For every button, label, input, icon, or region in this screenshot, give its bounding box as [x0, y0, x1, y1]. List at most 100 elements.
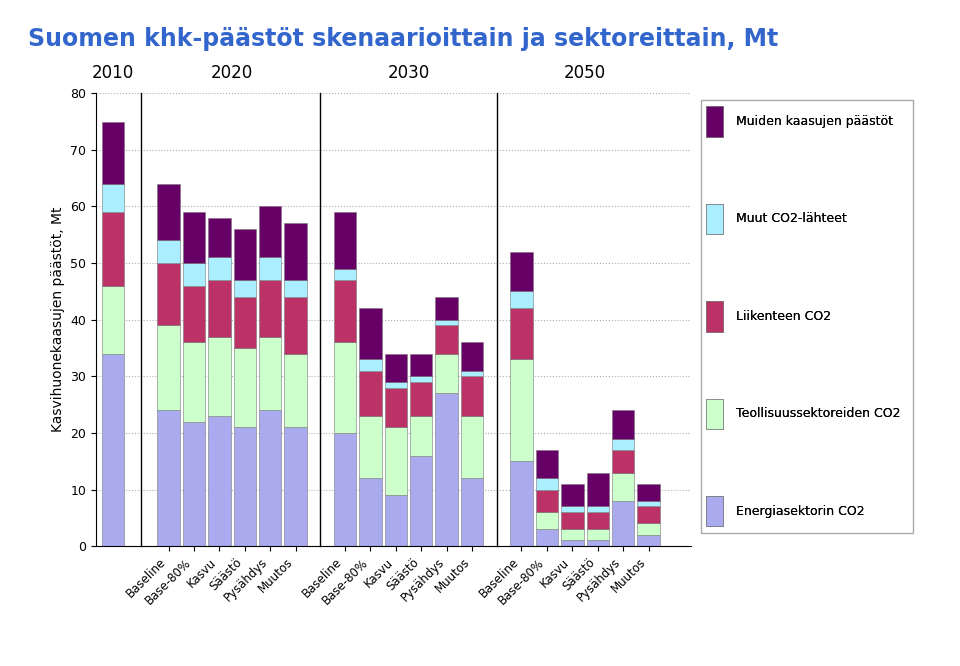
Text: Suomen khk-päästöt skenaarioittain ja sektoreittain, Mt: Suomen khk-päästöt skenaarioittain ja se…: [28, 27, 779, 51]
Text: Muut CO2-lähteet: Muut CO2-lähteet: [735, 212, 847, 226]
Bar: [561, 484, 584, 506]
Bar: [436, 297, 458, 320]
Bar: [410, 382, 433, 416]
Bar: [385, 388, 407, 428]
Bar: [461, 342, 483, 370]
Bar: [284, 297, 307, 354]
Bar: [208, 257, 230, 280]
Bar: [637, 501, 660, 506]
FancyBboxPatch shape: [706, 398, 723, 429]
Bar: [561, 541, 584, 546]
Bar: [208, 336, 230, 416]
Bar: [157, 325, 180, 410]
Bar: [436, 354, 458, 393]
Bar: [182, 422, 205, 546]
Bar: [385, 354, 407, 382]
Bar: [587, 512, 609, 529]
Bar: [410, 456, 433, 546]
Text: Energiasektorin CO2: Energiasektorin CO2: [735, 505, 864, 517]
Bar: [461, 478, 483, 546]
Bar: [612, 450, 635, 473]
Bar: [102, 354, 125, 546]
Bar: [259, 257, 281, 280]
FancyBboxPatch shape: [706, 496, 723, 526]
Bar: [612, 501, 635, 546]
Bar: [385, 382, 407, 388]
Bar: [284, 280, 307, 297]
Bar: [208, 280, 230, 336]
Bar: [461, 376, 483, 416]
Bar: [511, 291, 533, 308]
Bar: [536, 490, 558, 512]
Bar: [233, 229, 256, 280]
Bar: [536, 478, 558, 490]
Bar: [259, 280, 281, 336]
FancyBboxPatch shape: [706, 398, 723, 429]
Text: Liikenteen CO2: Liikenteen CO2: [735, 310, 830, 323]
Bar: [284, 223, 307, 280]
Bar: [536, 450, 558, 478]
FancyBboxPatch shape: [706, 301, 723, 332]
Bar: [461, 416, 483, 478]
Bar: [587, 506, 609, 512]
Bar: [587, 473, 609, 506]
Bar: [102, 286, 125, 354]
Y-axis label: Kasvihuonekaasujen päästöt, Mt: Kasvihuonekaasujen päästöt, Mt: [51, 207, 64, 432]
FancyBboxPatch shape: [701, 100, 913, 533]
Bar: [511, 308, 533, 359]
Bar: [334, 268, 356, 280]
FancyBboxPatch shape: [706, 107, 723, 137]
Text: Teollisuussektoreiden CO2: Teollisuussektoreiden CO2: [735, 407, 900, 420]
Text: Muiden kaasujen päästöt: Muiden kaasujen päästöt: [735, 115, 893, 128]
Bar: [612, 438, 635, 450]
Bar: [587, 529, 609, 541]
Bar: [637, 506, 660, 523]
Text: 2050: 2050: [564, 64, 606, 82]
Bar: [157, 410, 180, 546]
Bar: [436, 393, 458, 546]
Bar: [536, 512, 558, 529]
Text: 2020: 2020: [211, 64, 253, 82]
Bar: [561, 506, 584, 512]
Bar: [410, 416, 433, 456]
Bar: [182, 263, 205, 286]
Bar: [102, 121, 125, 184]
Bar: [410, 354, 433, 376]
Bar: [182, 342, 205, 422]
Bar: [561, 529, 584, 541]
Bar: [259, 410, 281, 546]
Bar: [561, 512, 584, 529]
Bar: [359, 359, 382, 370]
Bar: [208, 416, 230, 546]
Bar: [157, 240, 180, 263]
Bar: [637, 523, 660, 535]
Text: Muut CO2-lähteet: Muut CO2-lähteet: [735, 212, 847, 226]
Bar: [587, 541, 609, 546]
Bar: [182, 212, 205, 263]
Bar: [359, 308, 382, 359]
Bar: [233, 280, 256, 297]
Bar: [461, 370, 483, 376]
Bar: [233, 297, 256, 348]
Bar: [334, 433, 356, 546]
Bar: [334, 280, 356, 342]
Bar: [157, 184, 180, 240]
Bar: [359, 416, 382, 478]
Bar: [259, 206, 281, 257]
Bar: [385, 496, 407, 546]
Bar: [208, 218, 230, 257]
Text: Energiasektorin CO2: Energiasektorin CO2: [735, 505, 864, 517]
Bar: [637, 535, 660, 546]
Bar: [511, 359, 533, 461]
Bar: [182, 286, 205, 342]
Bar: [536, 529, 558, 546]
Bar: [637, 484, 660, 501]
Bar: [284, 354, 307, 428]
Bar: [157, 263, 180, 325]
FancyBboxPatch shape: [706, 496, 723, 526]
Text: Muiden kaasujen päästöt: Muiden kaasujen päästöt: [735, 115, 893, 128]
Bar: [511, 252, 533, 291]
FancyBboxPatch shape: [706, 204, 723, 234]
Text: Teollisuussektoreiden CO2: Teollisuussektoreiden CO2: [735, 407, 900, 420]
Bar: [436, 320, 458, 325]
